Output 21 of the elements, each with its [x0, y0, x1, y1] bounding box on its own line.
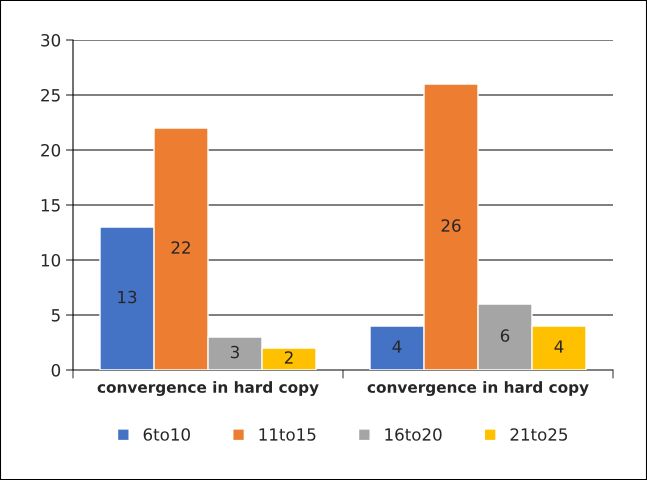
data-label: 3: [230, 346, 239, 358]
y-tick-label: 20: [41, 144, 60, 157]
legend-label: 16to20: [385, 428, 442, 441]
data-label: 13: [118, 290, 136, 304]
legend-label: 11to15: [260, 428, 316, 441]
data-label: 22: [172, 241, 190, 254]
data-label: 4: [554, 340, 564, 353]
y-tick-label: 15: [42, 199, 60, 212]
legend-label: 21to25: [510, 428, 568, 441]
y-tick-label: 30: [41, 34, 60, 47]
data-label: 4: [392, 340, 402, 353]
x-tick-label: convergence in hard copy: [98, 381, 319, 396]
x-tick-label: convergence in hard copy: [368, 381, 589, 396]
data-label: 26: [442, 219, 461, 232]
data-label: 6: [500, 329, 510, 342]
data-label: 2: [284, 351, 293, 364]
y-tick-label: 0: [52, 364, 60, 377]
y-tick-label: 5: [52, 309, 60, 322]
y-tick-label: 10: [42, 254, 60, 267]
y-tick-label: 25: [41, 88, 60, 102]
legend-label: 6to10: [144, 428, 190, 441]
